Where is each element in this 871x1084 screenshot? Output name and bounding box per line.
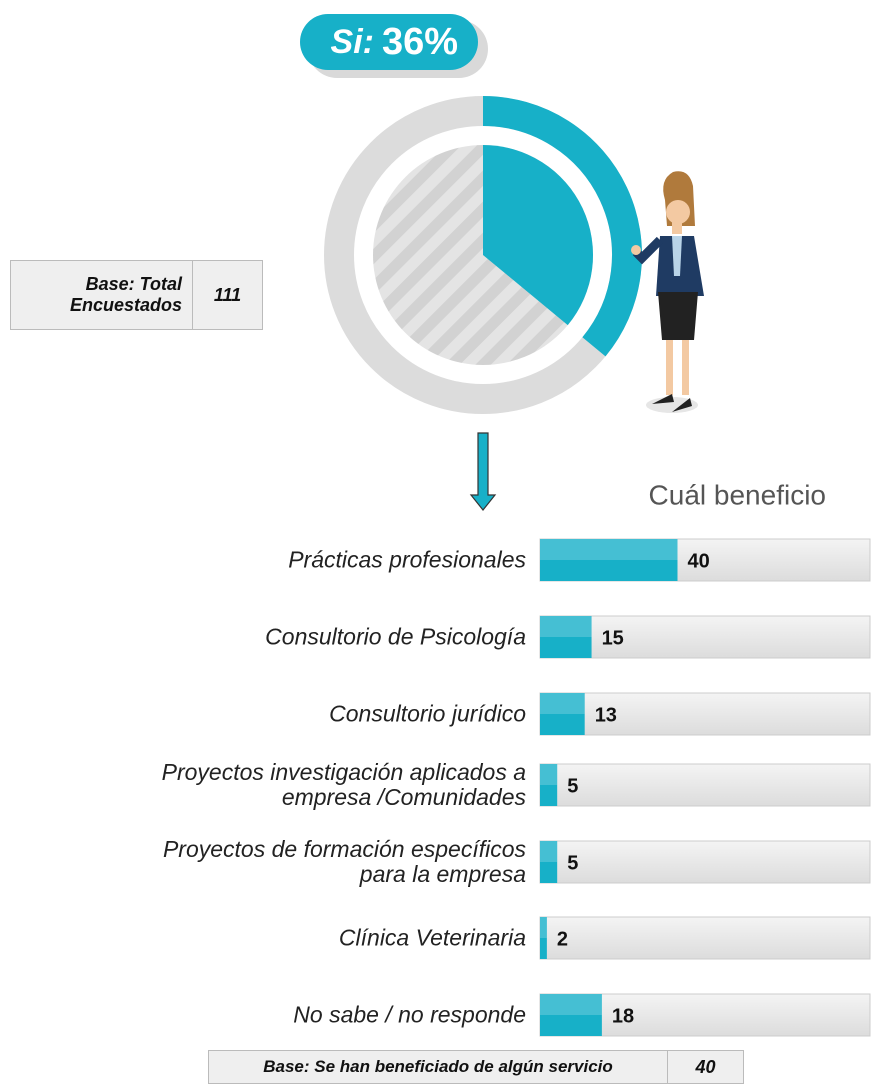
value-label: 15: [602, 627, 624, 649]
bar-track: [539, 692, 871, 736]
value-label: 18: [612, 1005, 634, 1027]
bar: [540, 917, 547, 959]
pill: [300, 14, 478, 70]
bar-chart-title: Cuál beneficio: [649, 479, 826, 510]
category-label: Proyectos investigación aplicados a empr…: [161, 759, 526, 810]
bar-track: [539, 840, 871, 884]
value-label: 5: [567, 775, 578, 797]
value-label: 5: [567, 852, 578, 874]
footer-base-value: 40: [667, 1050, 744, 1084]
base-value: 111: [192, 260, 263, 330]
base-label: Base: Total Encuestados: [10, 260, 193, 330]
bar-highlight: [540, 764, 558, 785]
bar: [540, 693, 585, 735]
bar-highlight: [540, 994, 602, 1015]
bar-highlight: [540, 841, 558, 862]
footer-base-label: Base: Se han beneficiado de algún servic…: [208, 1050, 668, 1084]
category-label: Consultorio jurídico: [329, 700, 526, 727]
value-label: 40: [688, 550, 710, 572]
category-label: Proyectos de formación específicos para …: [162, 836, 526, 887]
category-label: No sabe / no responde: [293, 1001, 526, 1028]
bar-highlight: [540, 917, 547, 938]
bar-highlight: [540, 693, 585, 714]
arrow: [469, 432, 497, 511]
bar-track: [539, 916, 871, 960]
bar: [540, 841, 558, 883]
bar-track: [539, 615, 871, 659]
bar-track: [539, 763, 871, 807]
bar: [540, 616, 592, 658]
bar: [540, 764, 558, 806]
bar-highlight: [540, 539, 678, 560]
bar: [540, 539, 678, 581]
category-label: Consultorio de Psicología: [265, 623, 526, 650]
donut-arc: [482, 96, 642, 357]
bar-highlight: [540, 616, 592, 637]
category-label: Prácticas profesionales: [288, 546, 526, 573]
category-label: Clínica Veterinaria: [338, 924, 526, 951]
donut-wedge: [483, 145, 594, 326]
pie-value-label: 36%: [382, 21, 458, 63]
value-label: 2: [557, 928, 568, 950]
value-label: 13: [595, 704, 617, 726]
person-illustration: [631, 171, 704, 413]
pie-category: Si:: [331, 23, 374, 61]
bar: [540, 994, 602, 1036]
